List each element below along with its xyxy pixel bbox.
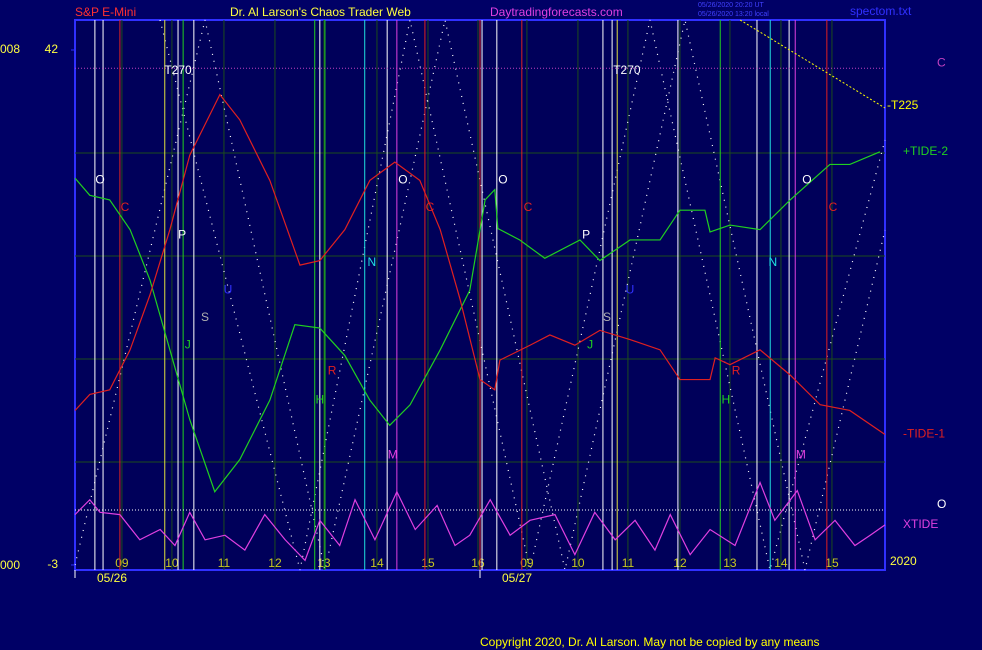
legend-label: XTIDE bbox=[903, 517, 938, 531]
annotation: M bbox=[796, 447, 806, 461]
x-tick-label: 09 bbox=[520, 556, 534, 570]
x-tick-label: 12 bbox=[673, 556, 687, 570]
x-tick-label: 12 bbox=[268, 556, 282, 570]
level-label: O bbox=[937, 497, 946, 511]
annotation: N bbox=[768, 255, 777, 269]
annotation: C bbox=[829, 200, 838, 214]
annotation: S bbox=[201, 310, 209, 324]
level-label: C bbox=[937, 55, 946, 69]
annotation: O bbox=[398, 173, 407, 187]
annotation: C bbox=[121, 200, 130, 214]
site: Daytradingforecasts.com bbox=[490, 5, 623, 19]
series-line bbox=[74, 480, 886, 562]
x-tick-label: 10 bbox=[165, 556, 179, 570]
stamp: 05/26/2020 20:20 UT bbox=[698, 2, 764, 9]
x-tick-label: 16 bbox=[471, 556, 485, 570]
x-tick-label: 15 bbox=[825, 556, 839, 570]
x-tick-label: 15 bbox=[421, 556, 435, 570]
cycle-dots bbox=[159, 19, 886, 571]
annotation: T270 bbox=[613, 63, 641, 77]
x-tick-label: 14 bbox=[774, 556, 788, 570]
annotation: T270 bbox=[164, 63, 192, 77]
year: 2020 bbox=[890, 554, 917, 568]
x-tick-label: 10 bbox=[571, 556, 585, 570]
annotation: J bbox=[185, 337, 191, 351]
annotation: U bbox=[626, 282, 635, 296]
annotation: O bbox=[95, 173, 104, 187]
y-tick-label: -3 bbox=[47, 557, 58, 571]
annotation: C bbox=[426, 200, 435, 214]
annotation: H bbox=[316, 392, 325, 406]
annotation: P bbox=[178, 228, 186, 242]
file-name: spectom.txt bbox=[850, 4, 912, 18]
annotation: H bbox=[722, 392, 731, 406]
series-line bbox=[74, 151, 881, 493]
edge-label: 008 bbox=[0, 42, 20, 56]
annotation: O bbox=[498, 173, 507, 187]
annotation: R bbox=[732, 364, 741, 378]
annotation: P bbox=[582, 228, 590, 242]
series-line bbox=[74, 93, 886, 435]
annotation: O bbox=[802, 173, 811, 187]
x-tick-label: 11 bbox=[218, 556, 231, 570]
x-tick-label: 14 bbox=[370, 556, 384, 570]
legend-label: +TIDE-2 bbox=[903, 144, 948, 158]
legend-label: -TIDE-1 bbox=[903, 427, 945, 441]
y-tick-label: 42 bbox=[45, 42, 59, 56]
annotation: R bbox=[328, 364, 337, 378]
x-tick-label: 09 bbox=[115, 556, 129, 570]
stamp: 05/26/2020 13:20 local bbox=[698, 11, 769, 18]
x-tick-label: 11 bbox=[622, 556, 635, 570]
subtitle: Dr. Al Larson's Chaos Trader Web bbox=[230, 5, 411, 19]
x-tick-label: 13 bbox=[723, 556, 737, 570]
trend-line bbox=[739, 19, 886, 109]
date-label: 05/26 bbox=[97, 571, 127, 585]
edge-label: 000 bbox=[0, 558, 20, 572]
date-label: 05/27 bbox=[502, 571, 532, 585]
annotation: U bbox=[224, 282, 233, 296]
copyright: Copyright 2020, Dr. Al Larson. May not b… bbox=[480, 635, 820, 649]
annotation: M bbox=[388, 447, 398, 461]
trend-label: -T225 bbox=[887, 98, 919, 112]
annotation: S bbox=[603, 310, 611, 324]
annotation: J bbox=[587, 337, 593, 351]
x-tick-label: 13 bbox=[317, 556, 331, 570]
annotation: N bbox=[368, 255, 377, 269]
cycle-dots bbox=[74, 19, 886, 571]
title: S&P E-Mini bbox=[75, 5, 136, 19]
annotation: C bbox=[524, 200, 533, 214]
